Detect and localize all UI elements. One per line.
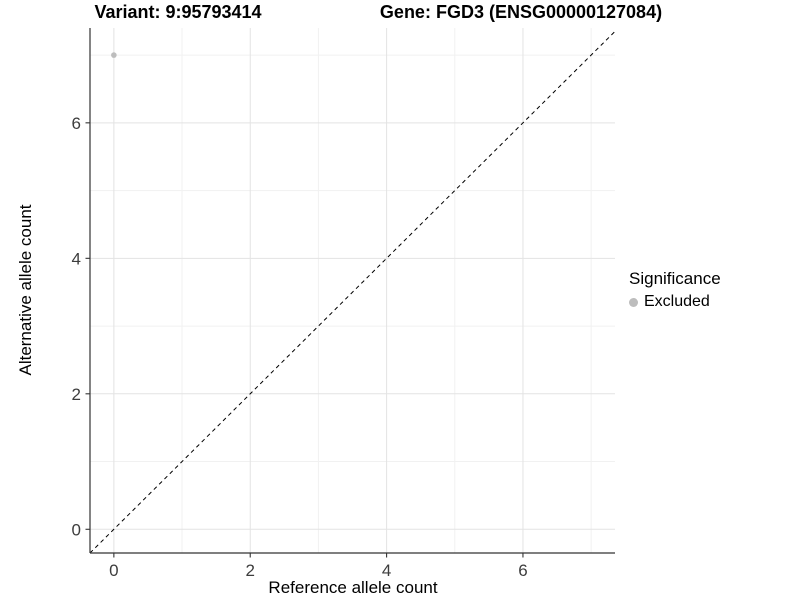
legend-item-label: Excluded: [644, 293, 710, 310]
identity-dashed-line: [89, 31, 616, 554]
y-tick-label: 6: [72, 114, 81, 133]
legend-title: Significance: [629, 269, 721, 288]
legend-item-excluded: Excluded: [629, 293, 721, 311]
variant-title: Variant: 9:95793414: [94, 2, 262, 22]
legend: Significance Excluded: [629, 269, 721, 311]
excluded-point-icon: [629, 297, 638, 307]
x-tick-label: 0: [109, 561, 118, 580]
x-tick-label: 2: [245, 561, 254, 580]
y-tick-label: 4: [72, 249, 81, 268]
y-tick-label: 0: [72, 520, 81, 539]
y-axis-title: Alternative allele count: [16, 204, 35, 376]
x-tick-label: 6: [518, 561, 527, 580]
data-point: [111, 52, 117, 58]
x-tick-label: 4: [382, 561, 391, 580]
x-axis-title: Reference allele count: [268, 578, 438, 597]
y-tick-label: 2: [72, 385, 81, 404]
gene-title: Gene: FGD3 (ENSG00000127084): [379, 2, 663, 22]
